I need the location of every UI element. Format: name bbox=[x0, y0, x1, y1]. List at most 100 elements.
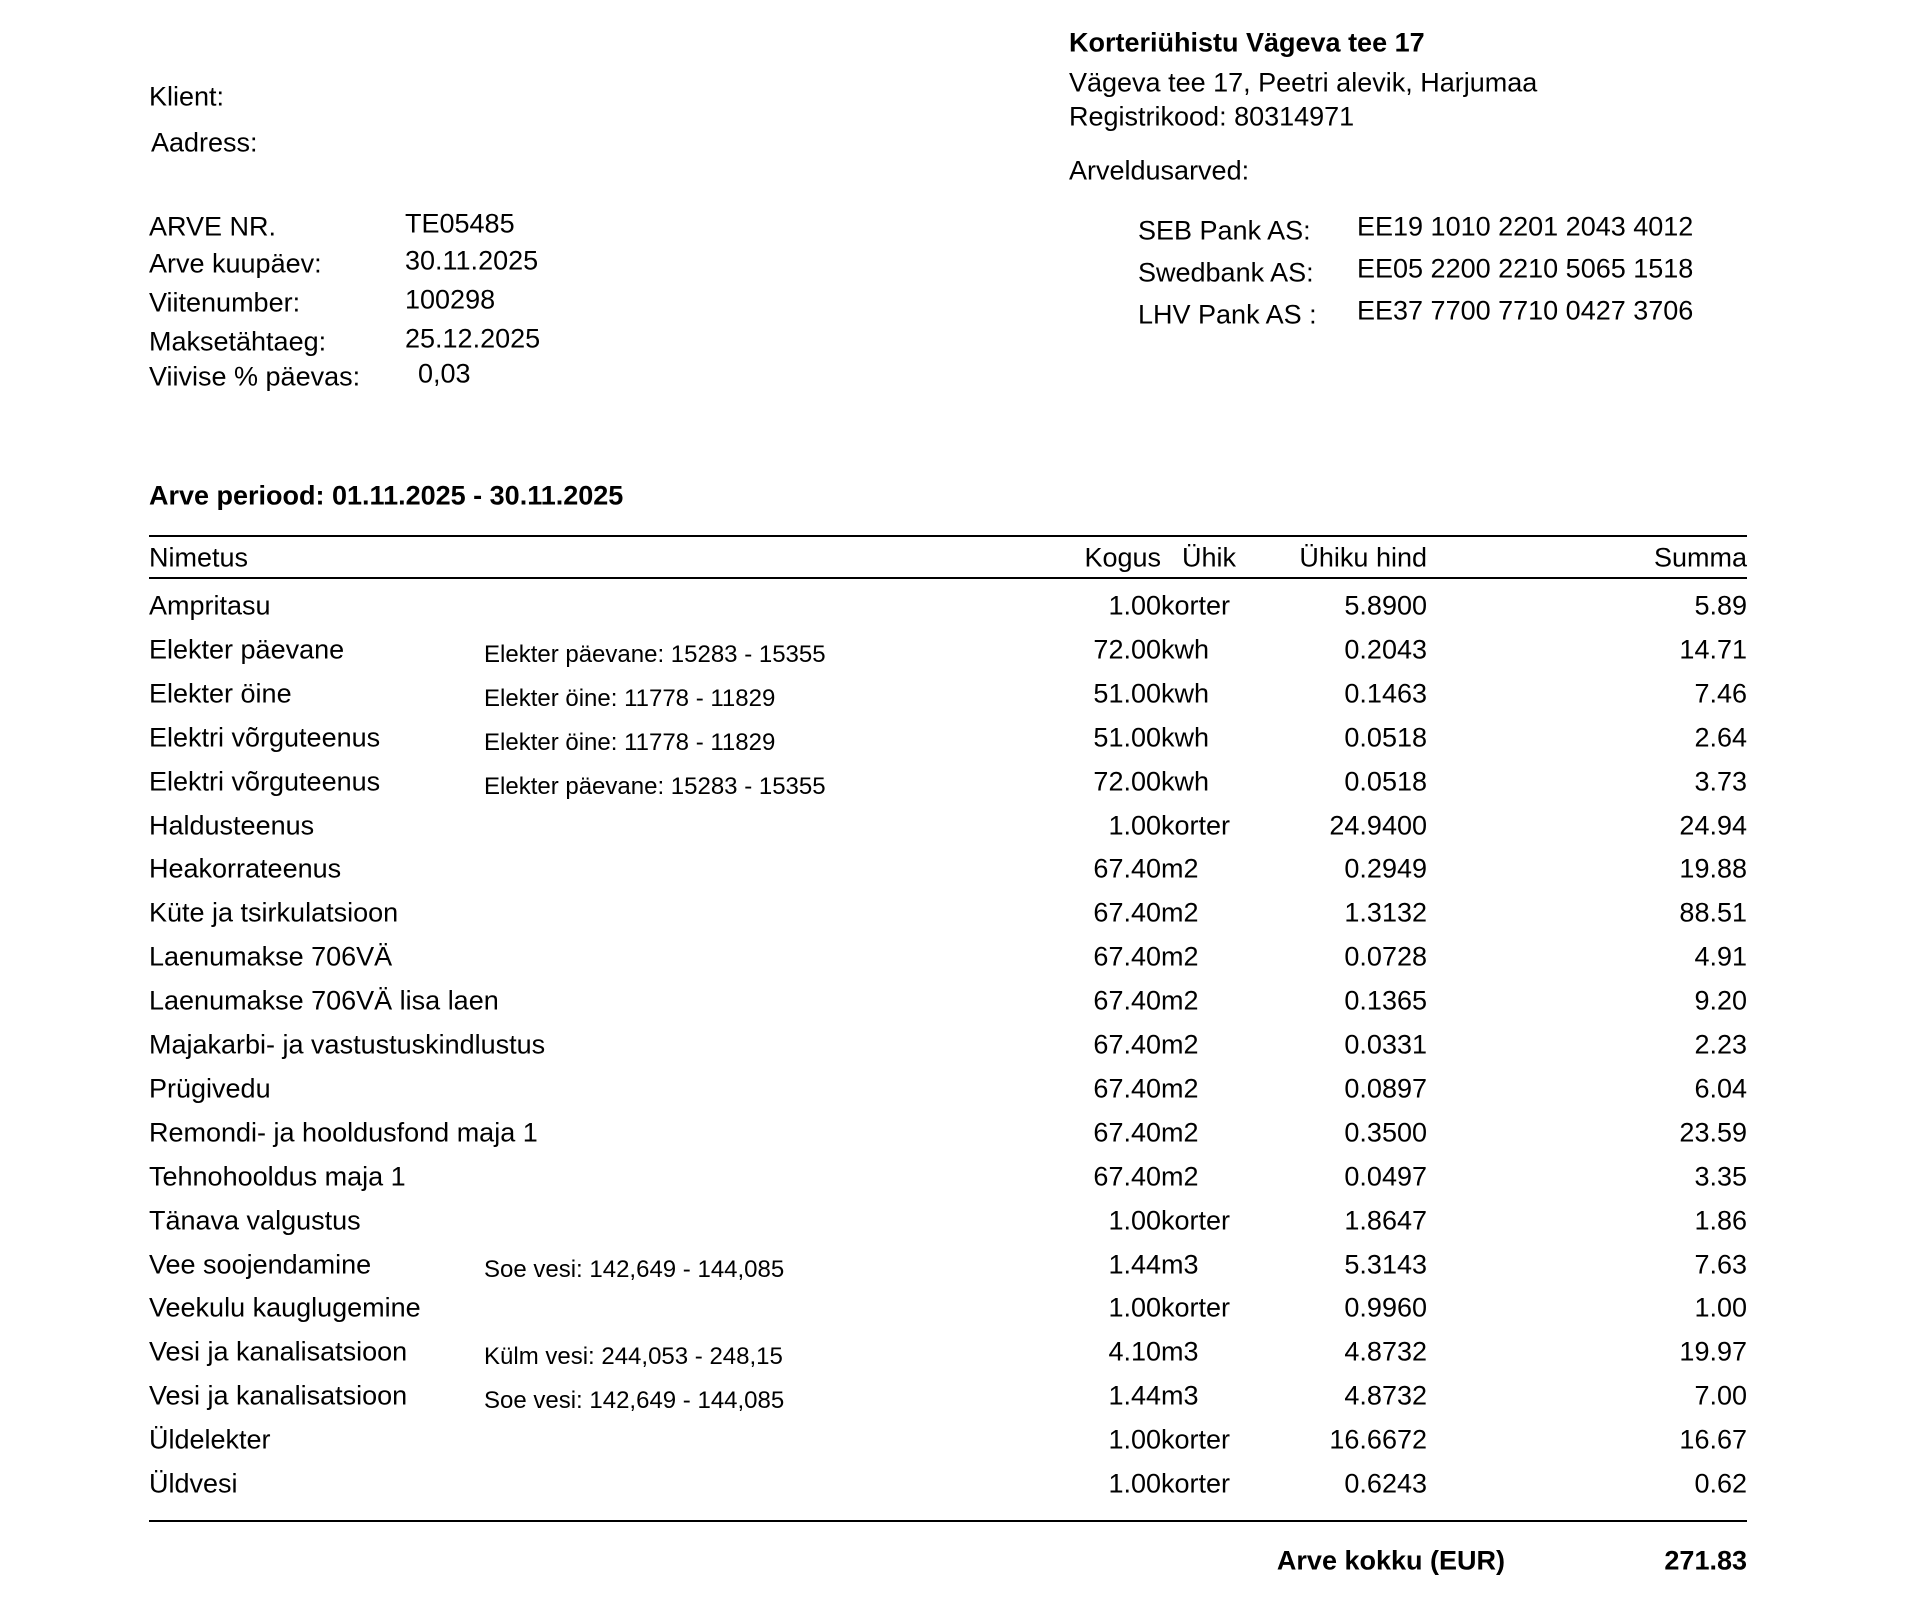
item-note: Elekter öine: 11778 - 11829 bbox=[484, 684, 776, 712]
item-name: Laenumakse 706VÄ bbox=[149, 941, 393, 972]
item-unit: m2 bbox=[1161, 1073, 1199, 1104]
item-sum: 0.62 bbox=[1694, 1468, 1747, 1499]
item-quantity: 1.00 bbox=[1108, 590, 1161, 621]
info-label: Viivise % päevas: bbox=[149, 361, 361, 392]
item-quantity: 72.00 bbox=[1093, 766, 1161, 797]
item-name: Vesi ja kanalisatsioon bbox=[149, 1380, 408, 1411]
item-unit: kwh bbox=[1161, 766, 1210, 797]
item-quantity: 1.00 bbox=[1108, 810, 1161, 840]
item-sum: 6.04 bbox=[1694, 1073, 1747, 1104]
item-quantity: 1.00 bbox=[1108, 1468, 1161, 1499]
col-header: Ühik bbox=[1182, 542, 1237, 573]
item-price: 1.8647 bbox=[1344, 1205, 1427, 1236]
info-label: ARVE NR. bbox=[149, 211, 277, 242]
item-quantity: 72.00 bbox=[1093, 634, 1161, 665]
item-quantity: 67.40 bbox=[1093, 1161, 1161, 1192]
item-quantity: 1.00 bbox=[1108, 1205, 1161, 1236]
item-unit: korter bbox=[1161, 810, 1231, 840]
item-quantity: 1.00 bbox=[1108, 1424, 1161, 1455]
info-label: Maksetähtaeg: bbox=[149, 326, 327, 357]
info-value: 30.11.2025 bbox=[405, 245, 539, 276]
item-price: 0.0518 bbox=[1344, 722, 1427, 753]
item-quantity: 67.40 bbox=[1093, 853, 1161, 884]
item-name: Üldvesi bbox=[149, 1468, 238, 1499]
item-sum: 1.86 bbox=[1694, 1205, 1747, 1236]
item-name: Tänava valgustus bbox=[149, 1205, 361, 1236]
item-unit: m2 bbox=[1161, 1161, 1199, 1192]
item-price: 16.6672 bbox=[1329, 1424, 1427, 1455]
item-sum: 88.51 bbox=[1679, 897, 1747, 928]
info-value: TE05485 bbox=[405, 208, 515, 239]
item-name: Laenumakse 706VÄ lisa laen bbox=[149, 985, 499, 1016]
accounts-title: Arveldusarved: bbox=[1069, 155, 1250, 186]
item-quantity: 51.00 bbox=[1093, 678, 1161, 709]
item-sum: 14.71 bbox=[1679, 634, 1747, 665]
item-quantity: 67.40 bbox=[1093, 1029, 1161, 1060]
item-unit: m2 bbox=[1161, 941, 1199, 972]
item-price: 5.3143 bbox=[1344, 1249, 1427, 1279]
total-value: 271.83 bbox=[1664, 1545, 1747, 1576]
item-name: Elektri võrguteenus bbox=[149, 766, 381, 797]
item-sum: 19.97 bbox=[1679, 1336, 1747, 1367]
item-sum: 2.64 bbox=[1694, 722, 1747, 753]
item-note: Soe vesi: 142,649 - 144,085 bbox=[484, 1387, 785, 1415]
item-name: Majakarbi- ja vastustuskindlustus bbox=[149, 1029, 546, 1060]
item-unit: m3 bbox=[1161, 1380, 1199, 1411]
item-quantity: 51.00 bbox=[1093, 722, 1161, 753]
item-name: Heakorrateenus bbox=[149, 853, 342, 884]
item-sum: 7.00 bbox=[1694, 1380, 1747, 1411]
item-note: Elekter päevane: 15283 - 15355 bbox=[484, 640, 826, 668]
col-header: Ühiku hind bbox=[1299, 542, 1427, 573]
item-quantity: 67.40 bbox=[1093, 985, 1161, 1016]
item-name: Prügivedu bbox=[149, 1073, 271, 1104]
address-label: Aadress: bbox=[151, 127, 258, 158]
item-price: 0.3500 bbox=[1344, 1117, 1427, 1148]
total-label: Arve kokku (EUR) bbox=[1276, 1545, 1505, 1576]
item-sum: 16.67 bbox=[1679, 1424, 1747, 1455]
header-rule bbox=[149, 577, 1747, 579]
col-header: Kogus bbox=[1084, 542, 1161, 573]
item-note: Elekter öine: 11778 - 11829 bbox=[484, 728, 776, 756]
item-quantity: 4.10 bbox=[1108, 1336, 1161, 1367]
item-sum: 3.35 bbox=[1694, 1161, 1747, 1192]
item-price: 0.1365 bbox=[1344, 985, 1427, 1016]
item-sum: 4.91 bbox=[1694, 941, 1747, 972]
item-name: Elekter öine bbox=[149, 678, 292, 709]
item-price: 0.0331 bbox=[1344, 1029, 1427, 1060]
item-unit: m2 bbox=[1161, 1117, 1199, 1148]
info-label: Arve kuupäev: bbox=[149, 248, 322, 279]
item-unit: m2 bbox=[1161, 1029, 1199, 1060]
item-price: 0.2043 bbox=[1344, 634, 1427, 665]
client-label: Klient: bbox=[149, 81, 225, 112]
item-quantity: 1.44 bbox=[1108, 1380, 1161, 1411]
item-price: 0.9960 bbox=[1344, 1292, 1427, 1323]
info-value: 100298 bbox=[405, 284, 496, 315]
item-quantity: 67.40 bbox=[1093, 941, 1161, 972]
item-price: 0.2949 bbox=[1344, 853, 1427, 884]
item-quantity: 67.40 bbox=[1093, 1073, 1161, 1104]
item-price: 0.0728 bbox=[1344, 941, 1427, 972]
item-unit: kwh bbox=[1161, 722, 1210, 753]
item-price: 0.1463 bbox=[1344, 678, 1427, 709]
item-sum: 2.23 bbox=[1694, 1029, 1747, 1060]
item-unit: m2 bbox=[1161, 897, 1199, 928]
item-price: 24.9400 bbox=[1329, 810, 1427, 840]
item-price: 0.0897 bbox=[1344, 1073, 1427, 1104]
table-top-rule bbox=[149, 535, 1747, 537]
item-unit: m2 bbox=[1161, 853, 1199, 884]
item-unit: m3 bbox=[1161, 1336, 1199, 1367]
item-sum: 5.89 bbox=[1694, 590, 1747, 621]
item-quantity: 67.40 bbox=[1093, 897, 1161, 928]
item-sum: 3.73 bbox=[1694, 766, 1747, 797]
item-name: Üldelekter bbox=[149, 1424, 271, 1455]
item-name: Vesi ja kanalisatsioon bbox=[149, 1336, 408, 1367]
item-unit: korter bbox=[1161, 1468, 1231, 1499]
item-sum: 1.00 bbox=[1694, 1292, 1747, 1323]
item-unit: korter bbox=[1161, 1424, 1231, 1455]
info-label: Viitenumber: bbox=[149, 287, 301, 318]
item-note: Elekter päevane: 15283 - 15355 bbox=[484, 772, 826, 800]
item-unit: kwh bbox=[1161, 634, 1210, 665]
info-value: 25.12.2025 bbox=[405, 323, 541, 354]
item-unit: korter bbox=[1161, 1292, 1231, 1323]
